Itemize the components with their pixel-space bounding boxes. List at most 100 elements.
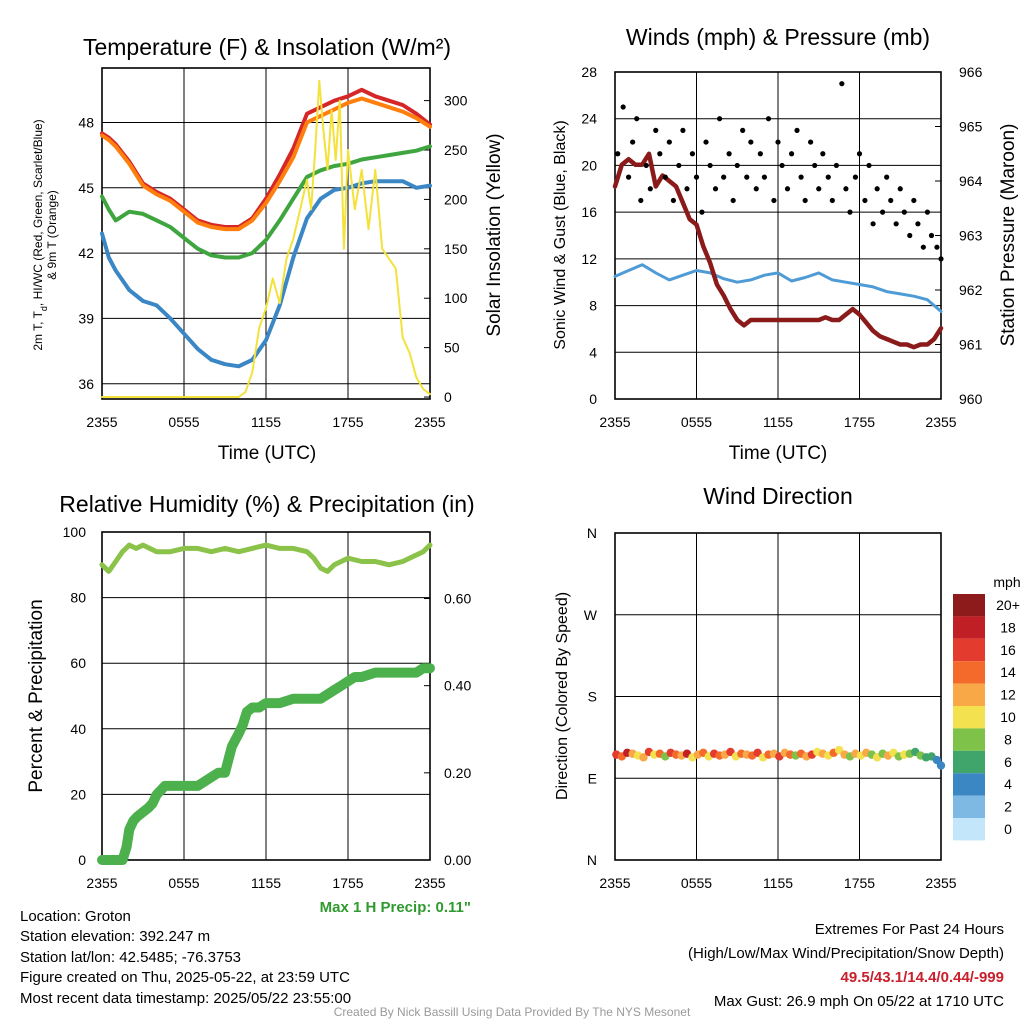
- gust-point: [693, 174, 700, 180]
- temperature-ytick-label-right: 50: [444, 340, 460, 356]
- winds-ytick-label-left: 12: [581, 251, 597, 267]
- colorbar-label: 10: [1000, 709, 1016, 725]
- gust-point: [753, 186, 759, 192]
- humidity-xtick-label: 1155: [251, 875, 281, 891]
- humidity-ytick-label-right: 0.00: [444, 852, 471, 868]
- colorbar-label: 14: [1000, 664, 1016, 680]
- wind-direction-ytick-label: E: [588, 770, 597, 786]
- colorbar-swatch: [953, 706, 985, 729]
- temperature-ytick-label-right: 0: [444, 389, 452, 405]
- gust-point: [833, 162, 840, 169]
- recent-timestamp: Most recent data timestamp: 2025/05/22 2…: [20, 989, 352, 1007]
- humidity-title: Relative Humidity (%) & Precipitation (i…: [59, 491, 474, 517]
- gust-point: [812, 162, 818, 169]
- gust-point: [893, 221, 899, 227]
- winds-ytick-label-left: 24: [581, 111, 597, 127]
- gust-point: [680, 127, 686, 133]
- winds-title: Winds (mph) & Pressure (mb): [626, 24, 930, 50]
- gust-point: [816, 186, 822, 192]
- gust-point: [676, 162, 682, 169]
- extremes-title: Extremes For Past 24 Hours: [814, 921, 1004, 938]
- wind-direction-ytick-label: S: [588, 689, 597, 705]
- wind-direction-frame: [614, 532, 942, 861]
- gust-point: [915, 221, 921, 227]
- humidity-ylabel-left: Percent & Precipitation: [26, 599, 47, 792]
- colorbar-label: 8: [1004, 731, 1012, 747]
- station-location: Location: Groton: [20, 908, 131, 925]
- wind-direction-xtick-label: 1755: [844, 875, 875, 891]
- gust-point: [879, 209, 886, 215]
- gust-point: [757, 151, 763, 157]
- gust-point: [794, 127, 800, 133]
- temperature-ylabel-left-part1: 2m T, T: [31, 310, 45, 350]
- wind-direction-ytick-label: W: [584, 607, 598, 623]
- gust-point: [870, 221, 876, 227]
- humidity-xtick-label: 2355: [414, 875, 445, 891]
- temperature-ytick-label-right: 300: [444, 93, 468, 109]
- colorbar-swatch: [953, 616, 985, 639]
- extremes-block: Extremes For Past 24 Hours (High/Low/Max…: [688, 918, 1004, 1014]
- gust-point: [684, 186, 690, 192]
- colorbar-swatch: [953, 594, 985, 617]
- colorbar-swatch: [953, 683, 985, 706]
- humidity-ytick-label-right: 0.40: [444, 678, 471, 694]
- wind-direction-xtick-label: 2355: [925, 875, 956, 891]
- temperature-ytick-label-right: 100: [444, 290, 468, 306]
- temperature-ytick-label-right: 150: [444, 241, 468, 257]
- temperature-ylabel-right: Solar Insolation (Yellow): [484, 133, 505, 336]
- gust-point: [852, 174, 859, 180]
- colorbar-label: 18: [1000, 619, 1016, 635]
- humidity-ytick-label-left: 40: [70, 721, 86, 737]
- gust-point: [866, 162, 872, 169]
- wind-direction-ylabel: Direction (Colored By Speed): [554, 592, 571, 800]
- colorbar-label: 6: [1004, 754, 1012, 770]
- gust-point: [934, 244, 940, 250]
- winds-panel: Winds (mph) & Pressure (mb) Time (UTC) S…: [552, 24, 1019, 464]
- gust-point: [775, 139, 781, 145]
- gust-point: [820, 151, 826, 157]
- colorbar-swatch: [953, 773, 985, 796]
- temperature-ytick-label-left: 45: [78, 180, 94, 196]
- wind-direction-xtick-label: 1155: [763, 875, 793, 891]
- temperature-xtick-label: 2355: [414, 414, 445, 430]
- colorbar-swatch: [953, 661, 985, 684]
- temperature-series-line: [101, 79, 431, 398]
- gust-point: [843, 186, 849, 192]
- winds-ytick-label-right: 960: [959, 391, 983, 407]
- gust-point: [638, 197, 644, 204]
- gust-point: [726, 151, 732, 157]
- credit-line: Created By Nick Bassill Using Data Provi…: [333, 1005, 691, 1019]
- colorbar-label: 2: [1004, 799, 1012, 815]
- colorbar-swatch: [953, 795, 985, 818]
- temperature-series-line: [100, 144, 432, 260]
- winds-xtick-label: 2355: [599, 414, 630, 430]
- temperature-ylabel-left-part2: , HI/WC (Red, Green, Scarlet/Blue): [31, 119, 45, 306]
- colorbar-swatch: [953, 818, 985, 841]
- gust-point: [862, 197, 868, 204]
- humidity-xtick-label: 1755: [332, 875, 363, 891]
- gust-point: [620, 104, 626, 110]
- gust-point: [634, 116, 640, 122]
- temperature-title: Temperature (F) & Insolation (W/m²): [83, 34, 451, 60]
- temperature-ytick-label-left: 39: [78, 310, 94, 326]
- gust-point: [829, 197, 835, 204]
- gust-point: [928, 232, 935, 239]
- direction-point: [639, 753, 648, 762]
- wind-direction-xtick-label: 2355: [599, 875, 630, 891]
- temperature-ytick-label-right: 250: [444, 142, 468, 158]
- gust-point: [771, 197, 777, 204]
- gust-point: [920, 244, 926, 250]
- colorbar-label: 4: [1004, 776, 1012, 792]
- gust-point: [839, 81, 845, 87]
- gust-point: [707, 162, 713, 169]
- gust-point: [657, 151, 663, 157]
- temperature-xtick-label: 0555: [168, 414, 199, 430]
- gust-point: [874, 186, 880, 192]
- colorbar-label: 16: [1000, 642, 1016, 658]
- gust-point: [653, 127, 659, 133]
- temperature-ylabel-left-line2: & 9m T (Orange): [45, 190, 59, 280]
- humidity-ytick-label-right: 0.20: [444, 765, 471, 781]
- gust-point: [662, 174, 668, 180]
- wind-direction-title: Wind Direction: [703, 483, 853, 509]
- winds-ytick-label-right: 964: [959, 173, 983, 189]
